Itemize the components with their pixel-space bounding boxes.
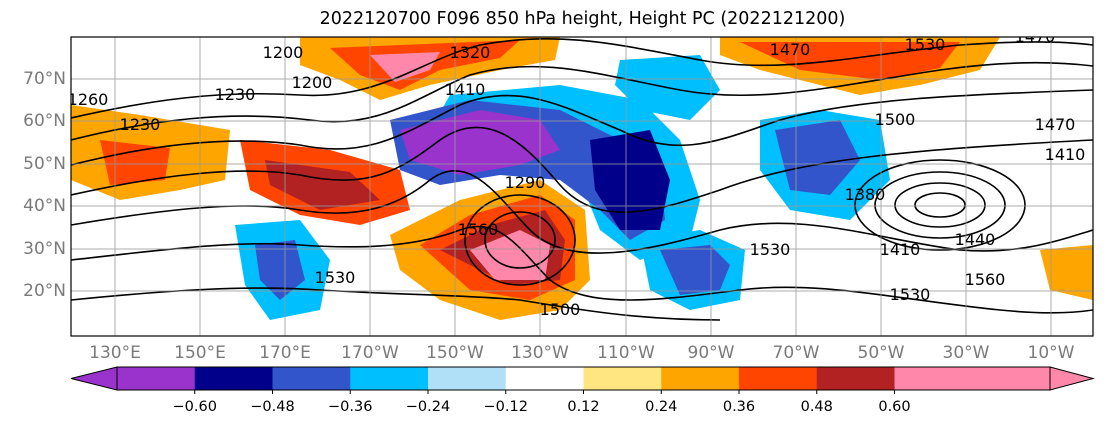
negative-anomaly-deep (590, 130, 670, 230)
contour-line (71, 126, 1093, 213)
contour-line (71, 89, 1093, 166)
contour-label: 1560 (965, 270, 1006, 289)
contour-low-center (894, 182, 986, 228)
colorbar-tick-label: −0.36 (328, 399, 373, 415)
colorbar-tick-label: −0.48 (250, 399, 295, 415)
contour-line (71, 169, 1093, 254)
colorbar-segment (194, 367, 273, 390)
contour-label: 1530 (905, 35, 946, 54)
lon-label: 130°W (511, 343, 569, 363)
contour-label: 1230 (215, 85, 256, 104)
contour-label: 1230 (120, 115, 161, 134)
contour-line (71, 38, 1093, 119)
contour-label: 1500 (875, 110, 916, 129)
contour-label: 1560 (458, 220, 499, 239)
colorbar-tick-label: 0.12 (567, 399, 600, 415)
colorbar-segment (272, 367, 351, 390)
lon-label: 50°W (857, 343, 905, 363)
contour-line (71, 225, 1093, 314)
colorbar-extend-low (70, 366, 118, 391)
lon-label: 170°E (259, 343, 311, 363)
contour-high-center (464, 194, 576, 286)
colorbar-segment (350, 367, 429, 390)
colorbar-tick-label: 0.48 (800, 399, 833, 415)
lon-label: 110°W (597, 343, 655, 363)
height-contours (71, 38, 1093, 321)
contour-label: 1200 (292, 73, 333, 92)
contour-label: 1290 (505, 173, 546, 192)
lon-label: 10°W (1027, 343, 1075, 363)
contour-label: 1530 (890, 285, 931, 304)
contour-line (71, 287, 721, 321)
contour-label: 1410 (880, 240, 921, 259)
lat-label: 60°N (23, 111, 66, 131)
contour-low-center (914, 192, 966, 218)
lat-label: 40°N (23, 196, 66, 216)
colorbar-segment (894, 367, 973, 390)
contour-label: 1440 (955, 230, 996, 249)
contour-label: 1380 (845, 185, 886, 204)
contour-low-center (854, 159, 1026, 251)
colorbar-tick-label: 0.24 (645, 399, 678, 415)
contour-low-center (874, 171, 1006, 239)
lon-label: 150°W (426, 343, 484, 363)
contour-label: 1470 (1035, 115, 1076, 134)
positive-anomaly-central-core (265, 160, 380, 210)
pc-shading (71, 37, 1093, 320)
contour-label-layer: 1200 1200 1230 1260 1230 1320 1410 1290 1560 1530… (68, 27, 1086, 319)
colorbar-tick-label: 0.36 (722, 399, 756, 415)
contour-label: 1470 (770, 40, 811, 59)
lon-label: 30°W (942, 343, 990, 363)
lon-label: 150°E (174, 343, 226, 363)
contour-label: 1200 (263, 43, 304, 62)
negative-anomaly-pacific-west-core (255, 240, 305, 300)
lon-label: 70°W (772, 343, 820, 363)
contour-label: 1530 (315, 268, 356, 287)
colorbar (70, 366, 1095, 394)
contour-high-center (484, 211, 556, 269)
contour-label: 1410 (1045, 145, 1086, 164)
colorbar-segment (583, 367, 662, 390)
lat-label: 20°N (23, 281, 66, 301)
colorbar-tick-label: −0.60 (172, 399, 217, 415)
map-grid (71, 37, 1093, 336)
colorbar-tick-label: 0.60 (878, 399, 911, 415)
lon-label: 170°W (341, 343, 399, 363)
positive-anomaly-north-peak (370, 52, 440, 82)
positive-anomaly-west-core (100, 140, 170, 185)
map-frame (70, 36, 1094, 337)
colorbar-segment (428, 367, 507, 390)
colorbar-tick-label: −0.12 (483, 399, 528, 415)
contour-label: 1260 (68, 90, 109, 109)
lat-label: 70°N (23, 69, 66, 89)
colorbar-segment (117, 367, 196, 390)
lon-label: 130°E (89, 343, 141, 363)
colorbar-extend-high (1049, 366, 1095, 391)
negative-anomaly-main-core (400, 110, 560, 175)
colorbar-segment (661, 367, 740, 390)
contour-label: 1410 (445, 80, 486, 99)
colorbar-tick-label: −0.24 (405, 399, 451, 415)
lon-label: 90°W (687, 343, 735, 363)
map-title: 2022120700 F096 850 hPa height, Height P… (319, 9, 846, 29)
colorbar-segment (972, 367, 1051, 390)
negative-anomaly-southeast-core (660, 245, 730, 295)
lat-label: 30°N (23, 239, 66, 259)
colorbar-segment (739, 367, 818, 390)
contour-label: 1500 (540, 300, 581, 319)
colorbar-segment (505, 367, 584, 390)
positive-anomaly-east (1040, 245, 1093, 300)
contour-line (71, 61, 1093, 141)
contour-label: 1320 (450, 43, 491, 62)
contour-label: 1530 (750, 240, 791, 259)
contour-label: 1470 (1015, 27, 1056, 46)
lat-label: 50°N (23, 154, 66, 174)
colorbar-segment (816, 367, 895, 390)
